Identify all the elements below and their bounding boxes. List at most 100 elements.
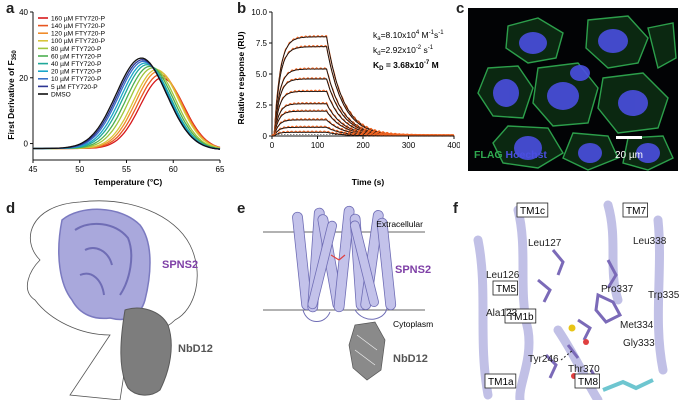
KD-value: = 3.68x10 [383,60,424,70]
cryo-em-density-map: SPNS2 NbD12 [26,200,213,400]
panel-label-b: b [237,0,247,17]
ligand-sticks [330,254,346,261]
residue-label: Pro337 [601,284,634,295]
chart-b-x-tick-label: 200 [356,141,370,150]
spns2-label-e: SPNS2 [395,264,431,276]
chart-a-y-tick-label: 20 [19,74,28,83]
chart-a-legend-entry: 20 µM FTY720-P [51,69,102,76]
ka-exp: 4 [416,30,420,36]
residue-label: Ala123 [486,308,518,319]
chart-a-ylabel: First Derivative of F350 [6,50,18,140]
chart-b-y-tick-label: 10.0 [251,8,267,17]
chart-a-legend-entry: 40 µM FTY720-P [51,61,102,68]
sulfur-atom [568,324,576,332]
chart-a-x-tick-label: 65 [216,165,225,174]
ka-prefix: k [373,30,378,40]
chart-a-x-tick-label: 60 [169,165,178,174]
chart-b-y-tick-label: 5.0 [256,70,268,79]
nbd12-density [120,307,172,396]
tm-label-box [492,280,519,296]
residue-sticks [537,249,623,383]
hoechst-legend: Hoechst [506,149,548,161]
panel-label-d: d [6,200,16,217]
nbd12-cartoon [348,321,386,381]
chart-a-legend-entry: 160 µM FTY720-P [51,15,106,22]
spr-sensorgram-chart: 0 100 200 300 400 0 2.5 5.0 7.5 10.0 Time (s) Rel… [236,8,460,187]
chart-b-x-tick-label: 400 [447,141,460,150]
ka-value: =8.10x10 [381,30,416,40]
KD-sub: D [379,66,384,72]
chart-a-legend-entry: 100 µM FTY720-P [51,38,106,45]
chart-a-legend-entry: 120 µM FTY720-P [51,31,106,38]
oxygen-atom-1 [583,339,589,345]
ka-unit: M [419,30,428,40]
tm-label: TM1b [508,312,534,323]
residue-label: Leu126 [486,270,520,281]
panel-label-f: f [453,200,458,217]
kd-exp: -2 [416,45,422,51]
kd-annotation: kd=2.92x10-2 s-1 [373,45,434,57]
channel-legend: FLAG Hoechst [474,149,547,161]
extracellular-label: Extracellular [376,219,423,229]
spns2-density-shading [74,222,133,296]
spns2-helices [292,205,397,313]
hbond [560,349,574,361]
scale-bar-label: 20 µm [615,150,643,161]
chart-a-y-tick-label: 40 [19,8,28,17]
chart-a-legend-entry: 80 µM FTY720-P [51,46,102,53]
chart-a-legend-entry: 5 µM FTY720-P [51,84,98,91]
cartoon-structure: Extracellular Cytoplasm SPNS2 NbD12 [263,205,433,381]
flag-legend: FLAG [474,149,503,161]
ka-unit-tail: s [434,30,438,40]
chart-a-legend-entry: 10 µM FTY720-P [51,76,102,83]
chart-a-x-tick-label: 50 [75,165,84,174]
KD-unit: M [429,60,438,70]
nbd12-label-d: NbD12 [178,343,213,355]
residue-label: Met334 [620,320,654,331]
residue-label: Trp335 [648,290,680,301]
cytoplasm-label: Cytoplasm [393,319,433,329]
tm-label-box [484,373,517,389]
tm-label: TM7 [626,206,646,217]
residue-label: Thr370 [568,364,600,375]
chart-a-legend-entry: DMSO [51,91,71,98]
panel-label-e: e [237,200,246,217]
chart-a-series-line [33,57,221,150]
chart-a-x-tick-label: 55 [122,165,131,174]
chart-b-x-tick-label: 0 [270,141,275,150]
chart-b-y-tick-label: 0 [263,132,268,141]
hoechst-nuclei [493,29,660,163]
chart-a-xlabel: Temperature (°C) [94,177,163,187]
tm-label-box [574,373,601,389]
binding-pocket-view: TM1c TM7 TM5 TM1b TM1a TM8 Leu127 Leu338 Leu126… [473,200,680,400]
ka-annotation: ka=8.10x104 M-1s-1 [373,30,444,42]
residue-label: Leu127 [528,238,562,249]
ligand-stick [602,378,654,392]
scale-bar [616,136,642,139]
residue-label: Leu338 [633,236,667,247]
chart-b-xlabel: Time (s) [352,177,385,187]
kd-value: =2.92x10 [381,45,416,55]
chart-a-y-tick-label: 0 [24,140,29,149]
KD-exp: -7 [424,60,430,66]
panel-label-c: c [456,0,465,17]
tm-label: TM1a [488,377,514,388]
ka-unit-tail-exp: -1 [438,30,444,36]
tm-label-box [504,308,537,324]
residue-label: Gly333 [623,338,655,349]
chart-a-x-tick-label: 45 [29,165,38,174]
kd-unit: s [421,45,428,55]
tm-label-box [622,202,649,218]
fluorescence-micrograph: 20 µm FLAG Hoechst [468,8,678,171]
spns2-loops [302,307,388,322]
KD-annotation: KD = 3.68x10-7 M [373,60,439,72]
residue-label: Tyr246 [528,354,559,365]
spns2-label-d: SPNS2 [162,259,198,271]
spns2-density [58,208,151,321]
ka-sub: a [377,36,381,42]
chart-b-ylabel: Relative response (RU) [236,31,246,124]
kd-sub: d [377,51,380,57]
kd-prefix: k [373,45,378,55]
chart-b-fit-curve [272,131,454,137]
